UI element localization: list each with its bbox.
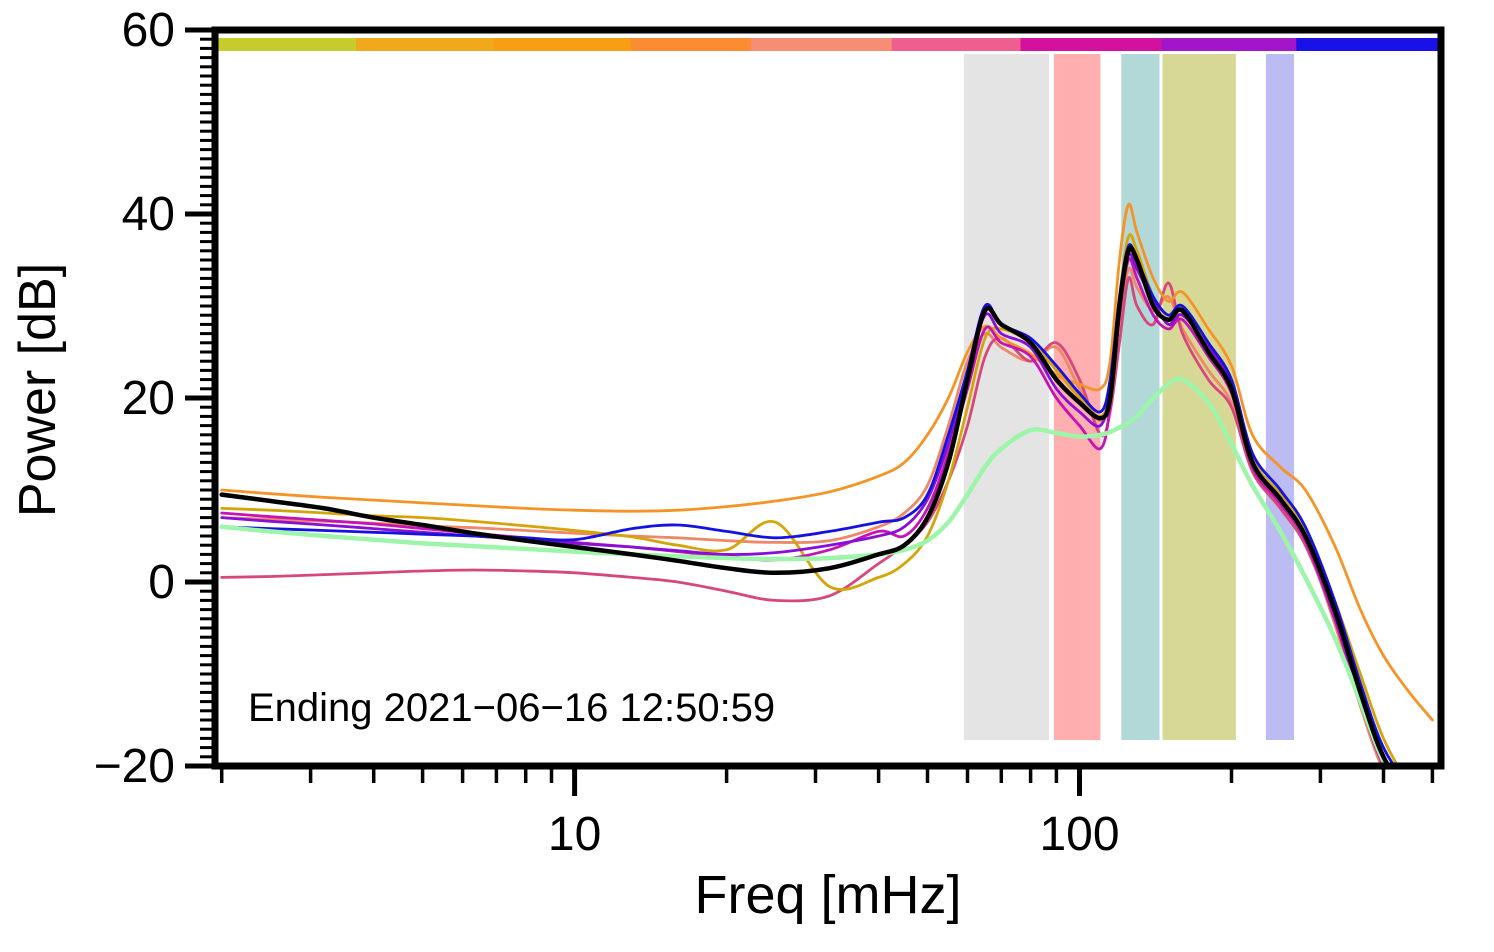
psd-blue <box>220 243 1394 763</box>
y-axis-label: Power [dB] <box>9 262 67 518</box>
time-colorbar-segment <box>356 38 495 51</box>
time-colorbar-segment <box>1020 38 1163 51</box>
time-colorbar-segment <box>493 38 633 51</box>
time-colorbar-segment <box>750 38 894 51</box>
time-colorbar-segment <box>1296 38 1443 51</box>
psd-darkviolet <box>220 252 1386 763</box>
x-tick-label: 10 <box>548 808 601 861</box>
freq-band <box>963 54 1049 740</box>
psd-smooth-green <box>219 376 1387 763</box>
y-tick-label: −20 <box>94 740 175 793</box>
ending-timestamp-annotation: Ending 2021−06−16 12:50:59 <box>248 686 776 730</box>
time-colorbar-segment <box>891 38 1022 51</box>
y-tick-label: 0 <box>148 556 175 609</box>
psd-crimson <box>220 276 1384 763</box>
plot-frame <box>211 26 1445 770</box>
psd-median-black <box>219 245 1390 763</box>
psd-orange <box>220 202 1434 722</box>
y-tick-label: 40 <box>122 188 175 241</box>
curves-group <box>219 202 1434 763</box>
y-tick-label: 20 <box>122 372 175 425</box>
time-colorbar-segment <box>1161 38 1298 51</box>
x-tick-label: 100 <box>1039 808 1119 861</box>
time-colorbar-segment <box>630 38 753 51</box>
time-colorbar-segment <box>215 38 358 51</box>
x-axis-label: Freq [mHz] <box>694 865 962 925</box>
freq-band <box>1265 54 1294 740</box>
y-tick-label: 60 <box>122 4 175 57</box>
